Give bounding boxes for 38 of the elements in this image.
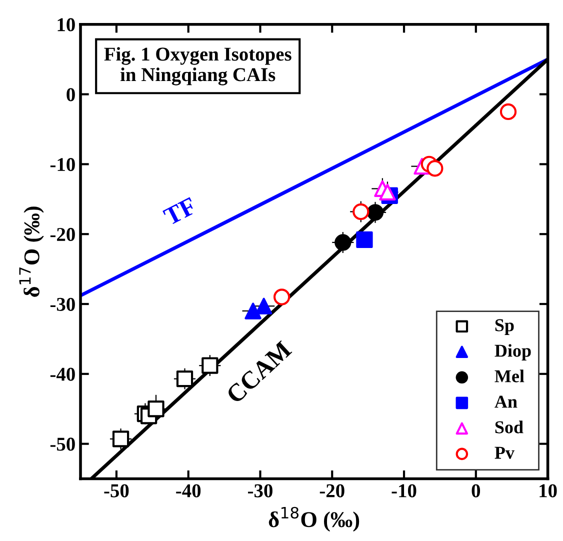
y-tick-label: -10 [50, 158, 75, 172]
point [244, 302, 262, 320]
annotation: TF [162, 197, 198, 226]
point [112, 430, 130, 448]
point [148, 400, 164, 418]
legend-label: Sp [495, 319, 514, 335]
legend-label: Pv [494, 446, 514, 459]
legend-label: Diop [494, 344, 531, 360]
y-axis-title: δ$^{17}$O (‰) [19, 206, 44, 297]
point [202, 357, 218, 374]
point [426, 160, 444, 177]
y-tick-label: 10 [58, 18, 75, 32]
point [176, 370, 194, 388]
x-axis-title: δ$^{18}$O (‰) [268, 506, 360, 532]
point [366, 204, 384, 221]
x-tick-label: -40 [176, 484, 201, 498]
text: Fig. 1 Oxygen Isotopes in Ningqiang CAIs [104, 47, 292, 86]
y-tick-label: -50 [50, 438, 75, 451]
y-tick-label: -30 [50, 298, 75, 311]
y-tick-label: 0 [66, 88, 75, 102]
point [352, 203, 370, 220]
point [379, 184, 396, 200]
x-tick-label: -20 [320, 484, 344, 498]
legend-label: Sod [495, 420, 524, 434]
legend-label: Mel [494, 370, 524, 382]
y-tick-label: -20 [50, 228, 75, 242]
point [256, 298, 272, 314]
point [356, 231, 373, 248]
x-tick-label: -30 [248, 484, 272, 498]
point [500, 103, 517, 120]
x-tick-label: 10 [540, 484, 557, 498]
point [334, 234, 352, 251]
legend-label: An [494, 396, 518, 408]
point [273, 288, 290, 306]
x-tick-label: -50 [104, 484, 129, 498]
x-tick-label: -10 [392, 484, 416, 498]
y-tick-label: -40 [50, 368, 75, 381]
x-tick-label: 0 [472, 484, 480, 498]
